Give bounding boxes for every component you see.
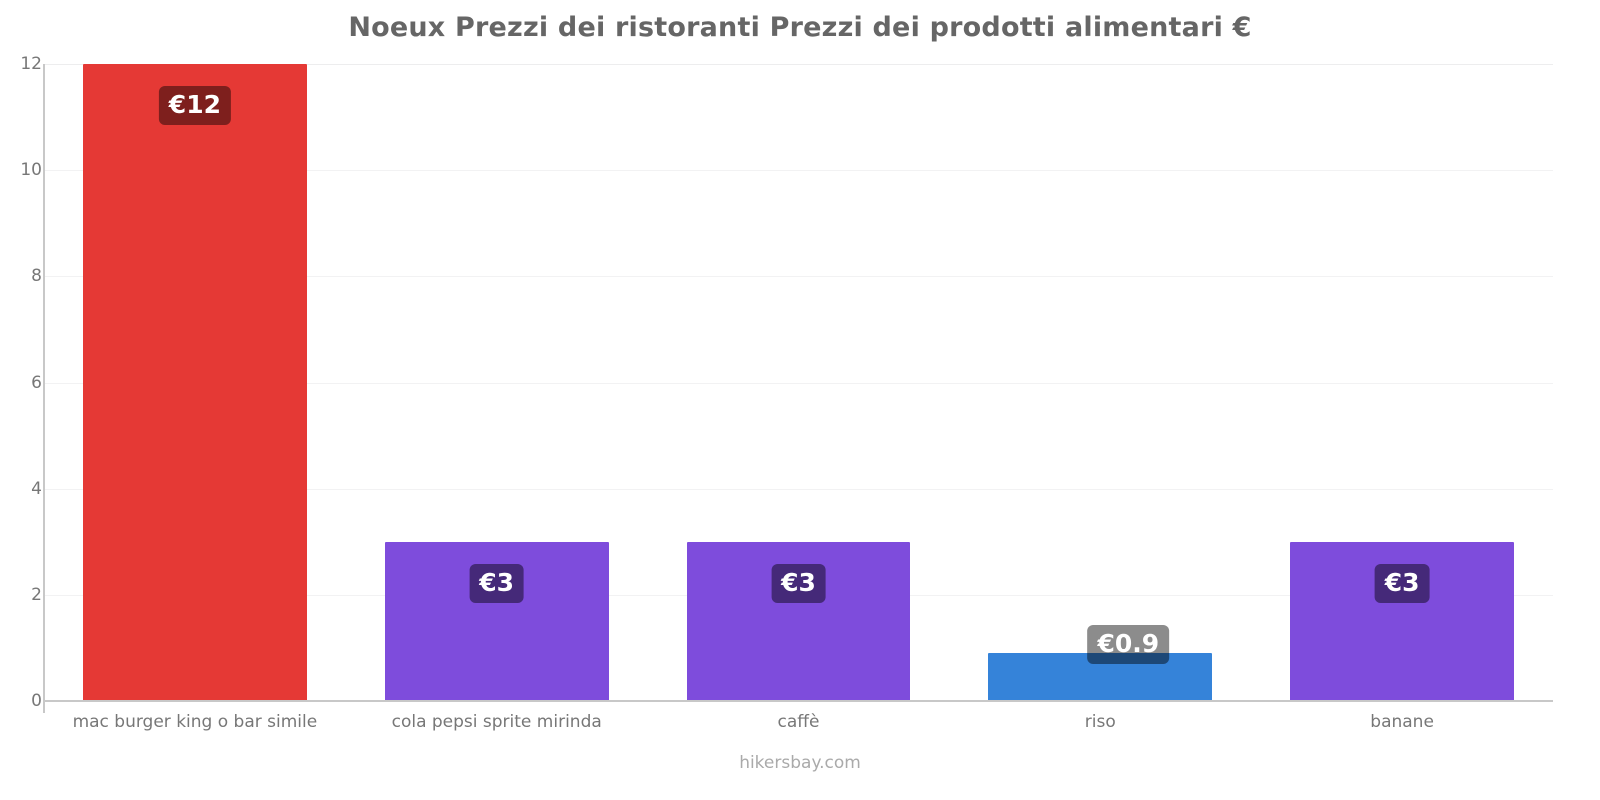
x-axis-category-label: riso bbox=[1084, 712, 1116, 732]
gridline bbox=[44, 382, 1553, 384]
y-axis-tick-label: 0 bbox=[31, 691, 42, 711]
y-axis-tick-label: 10 bbox=[20, 160, 42, 181]
y-axis-tick-label: 8 bbox=[31, 266, 42, 287]
y-axis-tick-label: 6 bbox=[31, 372, 42, 393]
bar-value-label: €0.9 bbox=[1087, 625, 1170, 665]
bar[interactable] bbox=[384, 541, 609, 701]
gridline bbox=[44, 276, 1553, 278]
bar-value-label: €3 bbox=[1374, 563, 1430, 603]
gridline bbox=[44, 488, 1553, 490]
y-axis-line bbox=[43, 64, 45, 701]
chart-title: Noeux Prezzi dei ristoranti Prezzi dei p… bbox=[348, 12, 1252, 43]
bar-value-label: €3 bbox=[771, 563, 826, 603]
y-axis-tick-label: 12 bbox=[20, 54, 42, 74]
y-axis-zero-tick bbox=[43, 701, 45, 713]
bar[interactable] bbox=[988, 653, 1213, 701]
plot-area: €12 €3 €3 €0.9 €3 bbox=[43, 64, 1553, 713]
footer-credit: hikersbay.com bbox=[739, 753, 861, 773]
x-axis-category-label: cola pepsi sprite mirinda bbox=[391, 712, 602, 732]
x-axis-line bbox=[44, 700, 1553, 702]
bar-value-label: €3 bbox=[469, 563, 525, 603]
bar-value-label: €12 bbox=[158, 86, 231, 125]
gridline bbox=[44, 64, 1553, 65]
x-axis-category-label: caffè bbox=[777, 712, 820, 732]
y-axis-tick-label: 2 bbox=[31, 584, 42, 605]
x-axis-category-label: mac burger king o bar simile bbox=[72, 712, 318, 732]
bar[interactable] bbox=[1290, 541, 1515, 701]
bar[interactable] bbox=[82, 64, 307, 701]
gridline bbox=[44, 170, 1553, 172]
x-axis-category-label: banane bbox=[1370, 712, 1434, 732]
y-axis-tick-label: 4 bbox=[31, 478, 42, 499]
bar[interactable] bbox=[686, 541, 911, 701]
